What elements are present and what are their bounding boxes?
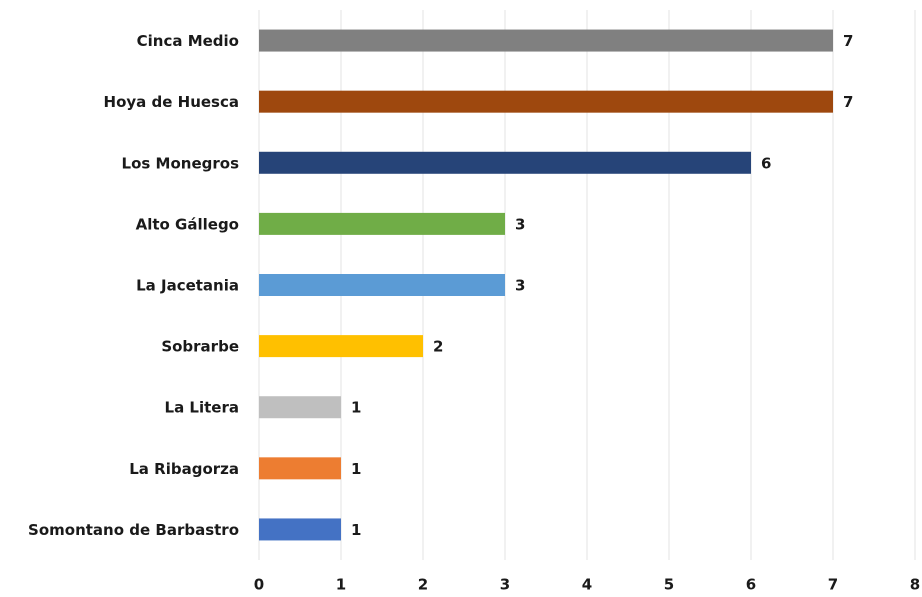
value-label: 6 [761,154,771,172]
value-label: 1 [351,399,361,417]
bar [259,151,751,174]
bar [259,335,423,358]
value-label: 3 [515,215,525,233]
bar [259,274,505,296]
y-tick-label: Somontano de Barbastro [28,521,239,539]
y-tick-label: La Jacetania [136,277,239,295]
x-tick-label: 4 [582,576,592,594]
value-label: 2 [433,338,443,356]
x-tick-label: 6 [746,576,756,594]
bar [259,396,341,419]
bar [259,457,341,480]
x-tick-label: 8 [910,576,920,594]
x-tick-label: 3 [500,576,510,594]
y-tick-label: Los Monegros [122,154,240,172]
value-label: 1 [351,521,361,539]
y-tick-label: Sobrarbe [161,338,239,356]
x-tick-label: 2 [418,576,428,594]
x-tick-label: 1 [336,576,346,594]
x-tick-label: 0 [254,576,264,594]
bar [259,518,341,541]
y-tick-label: Alto Gállego [136,215,239,233]
bar [259,29,833,52]
y-tick-label: Hoya de Huesca [104,93,239,111]
bar [259,90,833,113]
x-tick-label: 5 [664,576,674,594]
y-tick-label: La Ribagorza [129,460,239,478]
bar [259,212,505,235]
y-tick-label: Cinca Medio [137,32,239,50]
value-label: 3 [515,277,525,295]
value-label: 1 [351,460,361,478]
value-label: 7 [843,93,853,111]
value-label: 7 [843,32,853,50]
y-tick-label: La Litera [165,399,239,417]
x-tick-label: 7 [828,576,838,594]
